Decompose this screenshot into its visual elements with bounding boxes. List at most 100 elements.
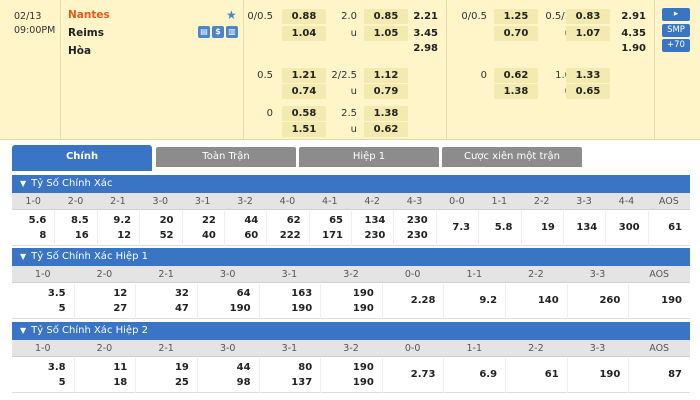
dollar-icon[interactable]: $ — [212, 26, 224, 38]
tv-icon[interactable]: ▤ — [198, 26, 210, 38]
over-under-odds[interactable]: 1.38 — [364, 106, 408, 121]
score-cell[interactable]: 12 27 — [74, 284, 136, 319]
handicap-odds[interactable]: 0.74 — [282, 84, 326, 99]
score-cell[interactable]: 190 190 — [320, 284, 382, 319]
1x2-odds[interactable]: 2.21 — [413, 11, 438, 22]
over-under-odds[interactable]: 0.85 — [364, 9, 408, 24]
score-odds[interactable]: 61 — [544, 369, 559, 380]
score-odds[interactable]: 190 — [291, 303, 313, 314]
score-odds[interactable]: 300 — [618, 222, 640, 233]
1x2-odds[interactable]: 1.90 — [621, 43, 646, 54]
score-odds[interactable]: 2.73 — [410, 369, 436, 380]
score-cell[interactable]: 44 60 — [224, 211, 266, 246]
handicap-odds[interactable]: 0.70 — [494, 26, 538, 41]
score-odds[interactable]: 190 — [352, 377, 374, 388]
stats-icon[interactable]: ▥ — [226, 26, 238, 38]
favorite-star-icon[interactable]: ★ — [226, 8, 237, 22]
handicap-odds[interactable]: 1.51 — [282, 122, 326, 137]
tab-first-half[interactable]: Hiệp 1 — [299, 147, 439, 167]
score-cell[interactable]: 6.9 — [443, 358, 505, 393]
1x2-odds[interactable]: 2.91 — [621, 11, 646, 22]
score-odds[interactable]: 190 — [352, 288, 374, 299]
section-header[interactable]: ▼ Tỷ Số Chính Xác Hiệp 1 — [12, 248, 690, 266]
score-odds[interactable]: 44 — [244, 215, 259, 226]
score-cell[interactable]: 80 137 — [259, 358, 321, 393]
score-odds[interactable]: 16 — [74, 230, 89, 241]
score-cell[interactable]: 2.73 — [382, 358, 444, 393]
score-odds[interactable]: 3.8 — [47, 362, 66, 373]
score-odds[interactable]: 2.28 — [410, 295, 436, 306]
section-header[interactable]: ▼ Tỷ Số Chính Xác — [12, 175, 690, 193]
score-odds[interactable]: 19 — [540, 222, 555, 233]
score-odds[interactable]: 171 — [322, 230, 343, 241]
score-odds[interactable]: 25 — [174, 377, 189, 388]
score-odds[interactable]: 9.2 — [113, 215, 132, 226]
over-under-odds[interactable]: 0.83 — [566, 9, 610, 24]
score-odds[interactable]: 12 — [113, 288, 128, 299]
score-cell[interactable]: 61 — [505, 358, 567, 393]
score-odds[interactable]: 7.3 — [452, 222, 471, 233]
score-cell[interactable]: 9.2 — [443, 284, 505, 319]
score-cell[interactable]: 19 — [521, 211, 563, 246]
score-odds[interactable]: 134 — [364, 215, 386, 226]
score-odds[interactable]: 40 — [201, 230, 216, 241]
score-cell[interactable]: 62 222 — [266, 211, 308, 246]
over-under-odds[interactable]: 1.07 — [566, 26, 610, 41]
tab-parlay[interactable]: Cược xiên một trận — [442, 147, 582, 167]
score-odds[interactable]: 19 — [174, 362, 189, 373]
score-odds[interactable]: 190 — [599, 369, 621, 380]
score-cell[interactable]: 11 18 — [74, 358, 136, 393]
score-cell[interactable]: 22 40 — [182, 211, 224, 246]
handicap-odds[interactable]: 0.58 — [282, 106, 326, 121]
over-under-odds[interactable]: 1.12 — [364, 68, 408, 83]
away-team[interactable]: Reims — [68, 27, 104, 39]
score-odds[interactable]: 190 — [352, 362, 374, 373]
score-odds[interactable]: 8.5 — [71, 215, 89, 226]
score-odds[interactable]: 8 — [39, 230, 47, 241]
score-cell[interactable]: 230 230 — [393, 211, 435, 246]
handicap-odds[interactable]: 1.21 — [282, 68, 326, 83]
score-odds[interactable]: 18 — [113, 377, 128, 388]
score-odds[interactable]: 62 — [286, 215, 301, 226]
score-odds[interactable]: 52 — [159, 230, 174, 241]
score-cell[interactable]: 134 230 — [351, 211, 393, 246]
tab-main[interactable]: Chính — [12, 145, 152, 171]
score-cell[interactable]: 163 190 — [259, 284, 321, 319]
score-cell[interactable]: 32 47 — [135, 284, 197, 319]
score-odds[interactable]: 6.9 — [479, 369, 498, 380]
score-cell[interactable]: 190 — [567, 358, 629, 393]
score-odds[interactable]: 20 — [159, 215, 174, 226]
1x2-odds[interactable]: 2.98 — [413, 43, 438, 54]
over-under-odds[interactable]: 0.65 — [566, 84, 610, 99]
score-odds[interactable]: 134 — [576, 222, 598, 233]
tab-full-match[interactable]: Toàn Trận — [156, 147, 296, 167]
1x2-odds[interactable]: 3.45 — [413, 28, 438, 39]
home-team[interactable]: Nantes — [68, 9, 110, 21]
score-cell[interactable]: 140 — [505, 284, 567, 319]
score-odds[interactable]: 163 — [291, 288, 313, 299]
score-odds[interactable]: 61 — [668, 222, 682, 233]
score-odds[interactable]: 190 — [352, 303, 374, 314]
score-odds[interactable]: 137 — [291, 377, 313, 388]
handicap-odds[interactable]: 1.04 — [282, 26, 326, 41]
score-odds[interactable]: 98 — [236, 377, 251, 388]
score-cell[interactable]: 20 52 — [139, 211, 181, 246]
more-markets-button[interactable]: +70 — [662, 39, 690, 52]
expand-button[interactable]: ▸ — [662, 8, 690, 21]
handicap-odds[interactable]: 0.62 — [494, 68, 538, 83]
score-odds[interactable]: 5.6 — [28, 215, 47, 226]
score-odds[interactable]: 22 — [201, 215, 216, 226]
score-odds[interactable]: 230 — [406, 215, 428, 226]
smp-button[interactable]: SMP — [662, 24, 690, 37]
score-cell[interactable]: 300 — [605, 211, 647, 246]
1x2-odds[interactable]: 4.35 — [621, 28, 646, 39]
score-odds[interactable]: 190 — [661, 295, 682, 306]
score-odds[interactable]: 64 — [236, 288, 251, 299]
score-odds[interactable]: 65 — [329, 215, 343, 226]
score-odds[interactable]: 230 — [364, 230, 386, 241]
section-header[interactable]: ▼ Tỷ Số Chính Xác Hiệp 2 — [12, 322, 690, 340]
score-cell[interactable]: 3.5 5 — [12, 284, 74, 319]
score-cell[interactable]: 44 98 — [197, 358, 259, 393]
score-odds[interactable]: 3.5 — [47, 288, 66, 299]
score-odds[interactable]: 9.2 — [479, 295, 498, 306]
